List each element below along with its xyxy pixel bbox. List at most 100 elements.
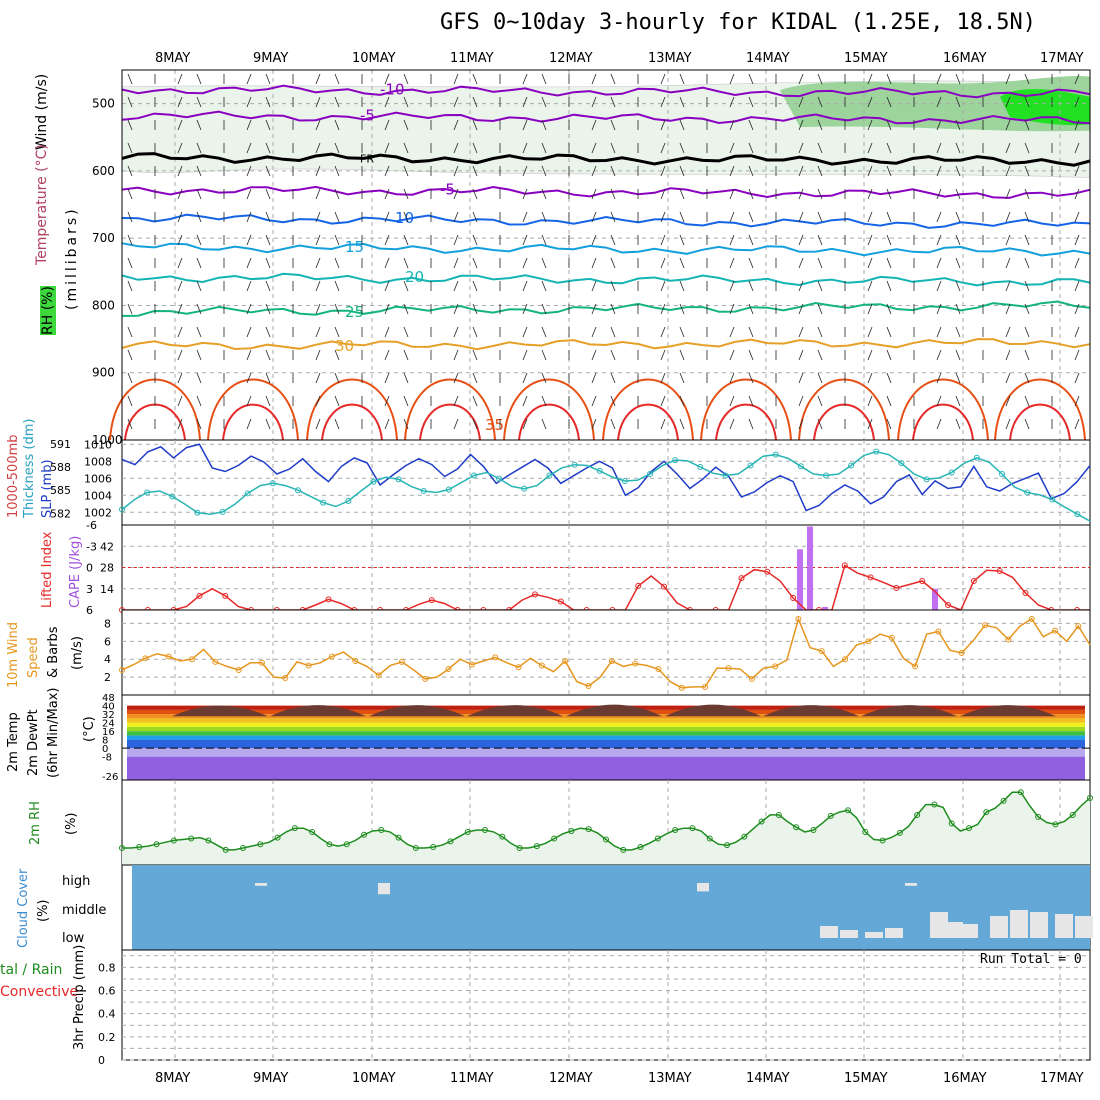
wind-barb <box>384 119 390 131</box>
wind-barb <box>177 211 183 223</box>
day-label-bottom: 10MAY <box>352 1071 396 1086</box>
wind-barb <box>660 73 666 85</box>
wind-barb <box>246 142 252 154</box>
cape-tick: 28 <box>100 562 114 575</box>
thickness-line-point <box>194 509 201 516</box>
cape-tick: 14 <box>100 583 114 596</box>
wind-barb <box>679 73 685 85</box>
wind-barb <box>660 188 666 200</box>
isotherm-bump-inner <box>518 403 580 441</box>
slp-tick: 1008 <box>84 455 112 468</box>
wind-barb <box>867 234 873 246</box>
wind10-line-point <box>422 675 429 682</box>
wind-barb <box>867 349 873 361</box>
isotherm-line <box>121 242 1091 257</box>
temp-max-arc <box>369 705 465 717</box>
wind-barb <box>955 234 961 246</box>
wind-barb <box>453 280 459 292</box>
wind-barb <box>936 349 942 361</box>
wind-barb <box>403 257 409 269</box>
thickness-line-point <box>1024 489 1031 496</box>
pressure-tick: 600 <box>92 164 115 178</box>
wind10-tick: 2 <box>104 671 111 684</box>
precip-tick: 0.4 <box>98 1008 116 1021</box>
wind-barb <box>1005 326 1011 338</box>
wind-barb <box>610 349 616 361</box>
wind-barb <box>384 142 390 154</box>
wind-barb <box>384 280 390 292</box>
lifted-line-point <box>841 562 848 569</box>
thickness-line-point <box>144 489 151 496</box>
wind-barb <box>798 73 804 85</box>
wind-barb <box>817 257 823 269</box>
rh2m-line-point <box>274 834 281 841</box>
wind-barb <box>522 211 528 223</box>
isotherm-bump <box>798 378 890 441</box>
wind10-line-point <box>142 655 149 662</box>
wind-barb <box>886 96 892 108</box>
slp-frame <box>121 439 1091 526</box>
wind-barb <box>817 372 823 384</box>
wind-barb <box>955 211 961 223</box>
wind10-frame <box>121 609 1091 696</box>
wind-barb <box>265 73 271 85</box>
wind10-line-point <box>375 672 382 679</box>
wind-barb <box>955 395 961 407</box>
rh2m-line-point <box>464 828 471 835</box>
upper-rh-label: RH (%) <box>40 286 56 335</box>
thickness-tick: 588 <box>50 461 71 474</box>
wind-barb <box>798 119 804 131</box>
wind-barb <box>472 96 478 108</box>
slp-tick: 1010 <box>84 438 112 451</box>
wind-barb <box>817 165 823 177</box>
wind-barb <box>127 211 133 223</box>
wind-barb <box>1024 142 1030 154</box>
wind-barb <box>1024 257 1030 269</box>
wind-barb <box>867 303 873 315</box>
wind-barb <box>798 326 804 338</box>
pressure-tick: 1000 <box>92 433 123 447</box>
temp-max-arc <box>172 705 268 717</box>
wind-barb <box>1005 188 1011 200</box>
wind-barb <box>315 372 321 384</box>
wind-barb <box>334 418 340 430</box>
lifted-line-point <box>557 598 564 605</box>
wind10-tick: 4 <box>104 653 111 666</box>
wind-barb <box>522 165 528 177</box>
wind-barb <box>265 234 271 246</box>
cloud-middle-cell <box>990 916 1008 938</box>
wind-barb <box>453 73 459 85</box>
rh2m-line-point <box>188 835 195 842</box>
wind-barb <box>679 257 685 269</box>
lifted-line-point <box>661 583 668 590</box>
cloud-high-cell <box>378 883 390 895</box>
isotherm-line <box>121 185 1091 199</box>
wind-barb <box>1074 303 1080 315</box>
wind-barb <box>955 280 961 292</box>
wind-barb <box>660 372 666 384</box>
wind-barb <box>384 349 390 361</box>
wind-barb <box>936 165 942 177</box>
thickness-line-point <box>973 454 980 461</box>
wind-barb <box>955 418 961 430</box>
run-total: Run Total = 0 <box>980 952 1082 967</box>
wind-barb <box>334 119 340 131</box>
rh2m-label: 2m RH <box>28 801 43 845</box>
wind10-line-point <box>912 663 919 670</box>
cloud-high-cell <box>697 883 709 892</box>
wind-barb <box>334 326 340 338</box>
wind10-line-point <box>585 683 592 690</box>
isotherm-line <box>121 300 1091 317</box>
isotherm-label: 35 <box>485 416 504 434</box>
precip-label-2: Convective <box>0 984 79 1000</box>
day-label-bottom: 13MAY <box>648 1071 692 1086</box>
wind-barb <box>1005 142 1011 154</box>
wind10-label-3: & Barbs <box>46 626 61 678</box>
rh2m-line-point <box>1000 797 1007 804</box>
day-label-top: 13MAY <box>648 51 692 66</box>
cloud-middle-cell <box>1010 910 1028 938</box>
wind-barb <box>265 395 271 407</box>
wind-barb <box>177 119 183 131</box>
wind-barb <box>334 188 340 200</box>
wind-barb <box>798 418 804 430</box>
